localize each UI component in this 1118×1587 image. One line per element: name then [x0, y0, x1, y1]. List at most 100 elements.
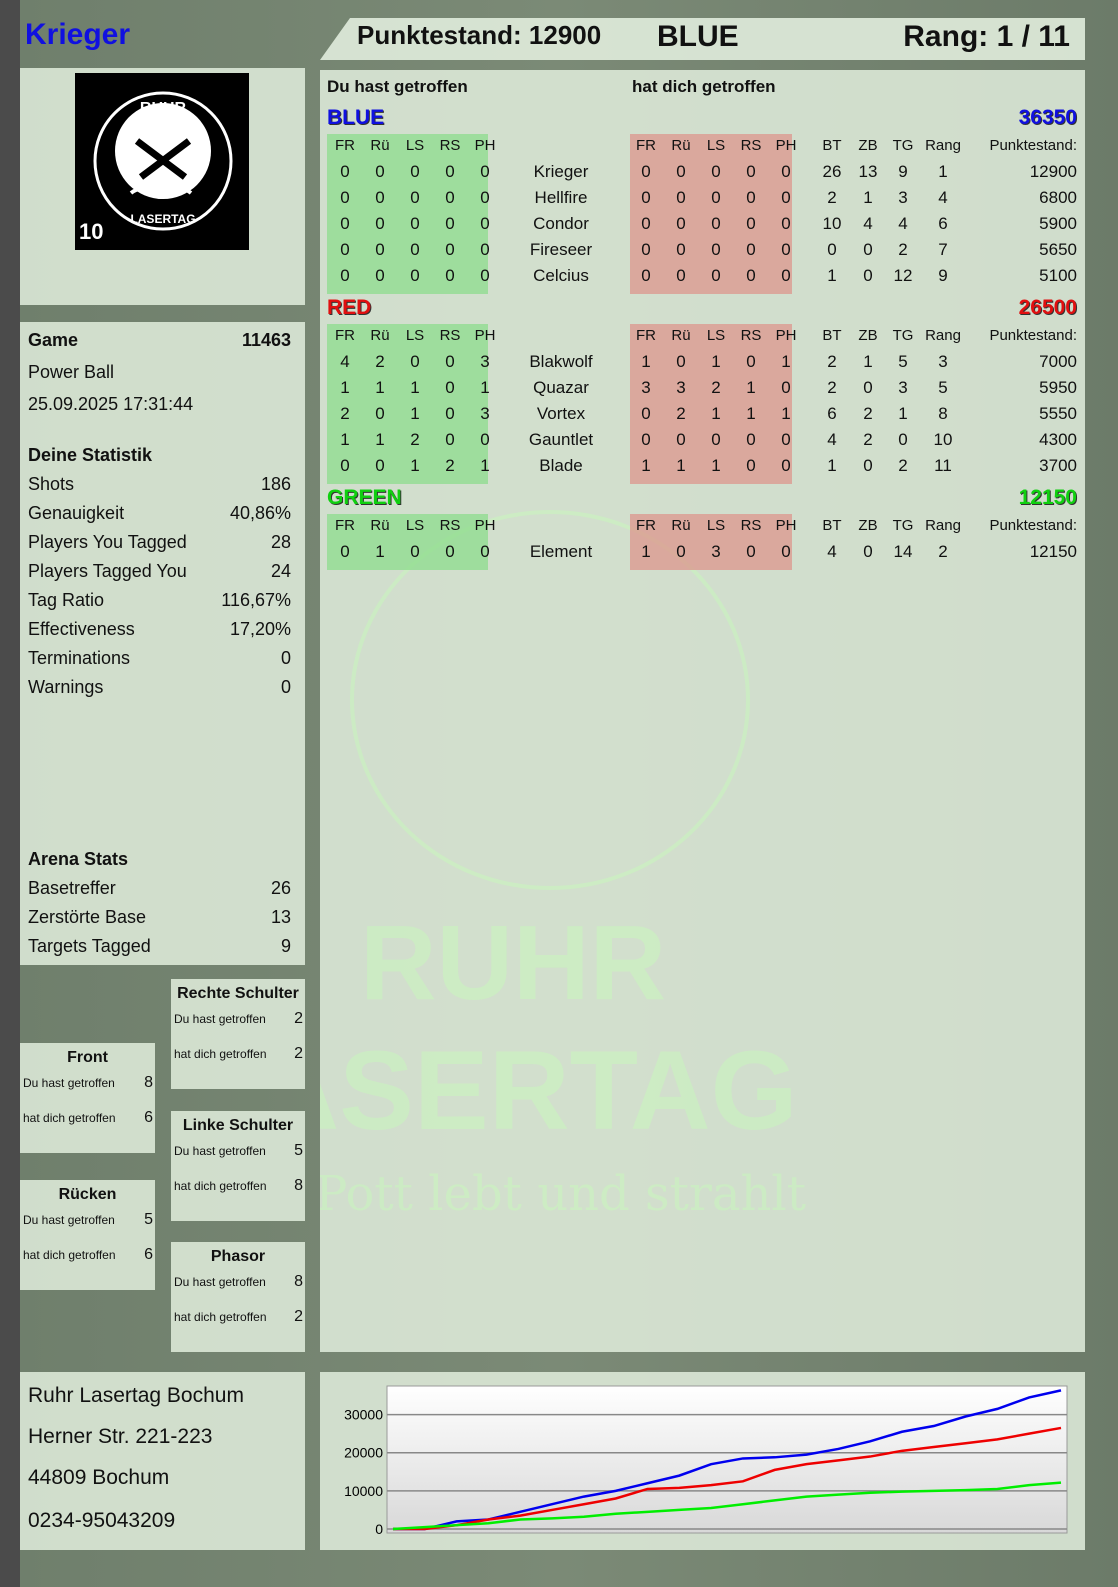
column-header: PH	[474, 517, 496, 534]
player-score: 5900	[1039, 214, 1077, 233]
hit-zone-front: Front Du hast getroffen 8 hat dich getroffe…	[20, 1043, 155, 1153]
you-hit-cell: 0	[410, 542, 420, 561]
you-hit-cell: 2	[375, 352, 385, 371]
column-header: Punktestand:	[989, 137, 1077, 154]
column-header: RS	[740, 517, 762, 534]
arena-row: Basetreffer 26	[28, 878, 291, 899]
hit-you-cell: 1	[746, 378, 756, 397]
column-header: BT	[822, 137, 842, 154]
column-header: RS	[439, 517, 461, 534]
zone-hit-label: Du hast getroffen	[23, 1076, 115, 1090]
column-header: TG	[892, 137, 914, 154]
zone-got-value: 8	[294, 1177, 303, 1194]
zone-hit-value: 8	[294, 1273, 303, 1290]
hit-you-cell: 0	[641, 266, 651, 285]
hit-you-cell: 0	[676, 352, 686, 371]
hit-you-cell: 0	[711, 240, 721, 259]
stat-cell: 9	[898, 162, 908, 181]
you-hit-cell: 0	[445, 404, 455, 423]
you-hit-cell: 3	[480, 404, 490, 423]
zone-hit-value: 5	[294, 1142, 303, 1159]
hit-you-label: hat dich getroffen	[632, 77, 776, 96]
player-score: 12900	[1029, 162, 1077, 181]
stat-value: 40,86%	[229, 503, 291, 523]
you-hit-cell: 0	[480, 162, 490, 181]
column-header: TG	[892, 327, 914, 344]
you-hit-cell: 0	[445, 542, 455, 561]
stat-cell: 2	[863, 430, 873, 449]
hit-you-cell: 1	[781, 404, 791, 423]
hit-zone-ruecken: Rücken Du hast getroffen 5 hat dich getroff…	[20, 1180, 155, 1290]
chart-panel: 0 10000 20000 30000	[320, 1372, 1085, 1550]
column-header: LS	[405, 517, 425, 534]
arena-value: 13	[270, 907, 291, 927]
stat-cell: 2	[827, 352, 837, 371]
arena-label: Zerstörte Base	[28, 907, 147, 927]
you-hit-cell: 2	[445, 456, 455, 475]
arena-title: Arena Stats	[28, 849, 129, 869]
zone-got-label: hat dich getroffen	[174, 1310, 267, 1324]
arena-row: Zerstörte Base 13	[28, 907, 291, 928]
column-header: Rü	[671, 137, 691, 154]
column-header: LS	[706, 517, 726, 534]
game-datetime: 25.09.2025 17:31:44	[28, 394, 194, 414]
column-header: LS	[405, 137, 425, 154]
stat-cell: 0	[898, 430, 908, 449]
arena-label: Targets Tagged	[28, 936, 151, 956]
you-hit-cell: 0	[480, 542, 490, 561]
zone-hit-value: 5	[144, 1211, 153, 1228]
player-score: 5650	[1039, 240, 1077, 259]
column-header: RS	[740, 327, 762, 344]
hit-you-cell: 0	[746, 240, 756, 259]
you-hit-cell: 1	[375, 430, 385, 449]
you-hit-cell: 0	[375, 456, 385, 475]
stat-cell: 2	[827, 378, 837, 397]
you-hit-cell: 0	[480, 188, 490, 207]
hit-you-cell: 0	[641, 188, 651, 207]
hit-you-cell: 2	[676, 404, 686, 423]
you-hit-label: Du hast getroffen	[327, 77, 468, 96]
hit-you-cell: 1	[641, 352, 651, 371]
zone-got-value: 2	[294, 1045, 303, 1062]
hit-you-cell: 0	[746, 188, 756, 207]
stat-row: Warnings 0	[28, 677, 291, 698]
player-name: Fireseer	[529, 240, 593, 259]
stats-panel: Game 11463 Power Ball 25.09.2025 17:31:44…	[20, 322, 305, 965]
y-tick-label: 10000	[344, 1483, 383, 1499]
hit-you-block	[630, 514, 792, 570]
hit-you-cell: 2	[711, 378, 721, 397]
column-header: LS	[706, 327, 726, 344]
column-header: Rü	[671, 517, 691, 534]
you-hit-cell: 0	[445, 162, 455, 181]
you-hit-block	[327, 514, 488, 570]
stat-row: Effectiveness 17,20%	[28, 619, 291, 640]
hit-you-cell: 0	[641, 214, 651, 233]
player-score: 7000	[1039, 352, 1077, 371]
stat-label: Terminations	[28, 648, 131, 668]
game-label: Game	[28, 330, 79, 350]
hit-you-cell: 0	[711, 162, 721, 181]
stat-cell: 6	[938, 214, 948, 233]
stat-cell: 2	[898, 240, 908, 259]
hit-you-cell: 0	[746, 352, 756, 371]
you-hit-cell: 0	[375, 188, 385, 207]
arena-value: 26	[270, 878, 291, 898]
stat-cell: 0	[827, 240, 837, 259]
column-header: Rü	[671, 327, 691, 344]
stat-label: Tag Ratio	[28, 590, 105, 610]
hit-you-cell: 0	[676, 162, 686, 181]
column-header: FR	[636, 137, 656, 154]
zone-hit-label: Du hast getroffen	[174, 1275, 266, 1289]
player-name: Condor	[533, 214, 589, 233]
stat-cell: 3	[898, 378, 908, 397]
hit-you-block	[630, 134, 792, 294]
you-hit-cell: 1	[375, 378, 385, 397]
player-score: Punktestand: 12900	[357, 20, 602, 50]
hit-you-cell: 0	[781, 378, 791, 397]
watermark-slogan: Der Pott lebt und strahlt	[320, 1166, 807, 1222]
player-score: 12150	[1029, 542, 1077, 561]
you-hit-cell: 0	[480, 214, 490, 233]
stat-cell: 2	[898, 456, 908, 475]
hit-you-cell: 1	[711, 352, 721, 371]
hit-you-cell: 0	[746, 162, 756, 181]
